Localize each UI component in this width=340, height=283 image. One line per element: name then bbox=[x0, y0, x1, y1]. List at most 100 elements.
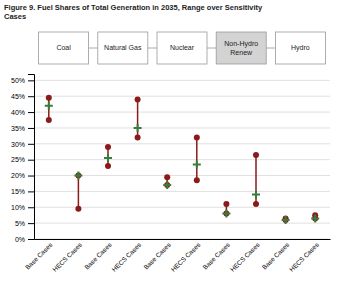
range-low-dot bbox=[46, 117, 52, 123]
y-tick-mark bbox=[28, 144, 34, 145]
group-label-line: Non-Hydro bbox=[224, 40, 258, 48]
group-label: Non-HydroRenew bbox=[224, 40, 258, 55]
x-tick-label: Base Cases bbox=[83, 240, 113, 270]
range-low-dot bbox=[135, 134, 141, 140]
range-high-dot bbox=[105, 144, 111, 150]
x-tick: HECS Cases bbox=[51, 240, 84, 273]
range-low-dot bbox=[75, 206, 81, 212]
group-connector bbox=[148, 48, 157, 49]
y-tick-mark bbox=[28, 191, 34, 192]
y-tick-mark bbox=[28, 160, 34, 161]
group-connector bbox=[207, 48, 216, 49]
grid-line bbox=[34, 112, 330, 113]
x-tick-label: Base Cases bbox=[201, 240, 231, 270]
y-tick-label: 10% bbox=[11, 204, 25, 211]
grid-line bbox=[34, 127, 330, 128]
mid-marker bbox=[163, 181, 171, 189]
grid bbox=[34, 80, 330, 239]
range-line bbox=[196, 137, 198, 180]
group-label-line: Renew bbox=[230, 49, 253, 56]
range-low-dot bbox=[223, 211, 229, 217]
y-tick-label: 25% bbox=[11, 156, 25, 163]
group-connector bbox=[266, 48, 275, 49]
x-tick: Base Cases bbox=[83, 240, 113, 270]
y-tick-label: 30% bbox=[11, 141, 25, 148]
x-tick-label: HECS Cases bbox=[288, 240, 321, 273]
group-box bbox=[157, 32, 207, 64]
group-label-line: Nuclear bbox=[170, 44, 195, 51]
x-tick: HECS Cases bbox=[169, 240, 202, 273]
x-tick-label: Base Cases bbox=[142, 240, 172, 270]
y-tick: 45% bbox=[11, 93, 34, 100]
mid-marker bbox=[252, 191, 260, 199]
x-tick: HECS Cases bbox=[288, 240, 321, 273]
x-tick-label: HECS Cases bbox=[110, 240, 143, 273]
y-tick: 25% bbox=[11, 156, 34, 163]
group-box bbox=[39, 32, 89, 64]
group-box bbox=[275, 32, 325, 64]
mid-marker bbox=[104, 154, 112, 162]
range-high-dot bbox=[135, 96, 141, 102]
y-tick-mark bbox=[28, 239, 34, 240]
mid-marker bbox=[311, 214, 319, 222]
group-boxes: Coal Natural Gas Nuclear Non-HydroRenew Hydr… bbox=[39, 32, 326, 64]
mid-marker bbox=[282, 216, 290, 224]
y-tick-label: 35% bbox=[11, 125, 25, 132]
range-high-dot bbox=[253, 152, 259, 158]
x-tick-label: HECS Cases bbox=[51, 240, 84, 273]
y-tick: 30% bbox=[11, 141, 34, 148]
series bbox=[45, 102, 319, 224]
x-tick: Base Cases bbox=[261, 240, 291, 270]
y-tick-mark bbox=[28, 96, 34, 97]
title-line: Cases bbox=[4, 12, 26, 21]
y-tick-mark bbox=[28, 176, 34, 177]
group-label: Coal bbox=[56, 44, 71, 51]
range-low-dot bbox=[194, 177, 200, 183]
group-box bbox=[98, 32, 148, 64]
x-tick: HECS Cases bbox=[110, 240, 143, 273]
title-line: Figure 9. Fuel Shares of Total Generatio… bbox=[4, 3, 263, 12]
y-tick: 40% bbox=[11, 109, 34, 116]
grid-line bbox=[34, 80, 330, 81]
x-tick-label: HECS Cases bbox=[169, 240, 202, 273]
y-tick-mark bbox=[28, 207, 34, 208]
range-low-dot bbox=[164, 182, 170, 188]
grid-line bbox=[34, 143, 330, 144]
x-tick: Base Cases bbox=[201, 240, 231, 270]
range-high-dot bbox=[164, 174, 170, 180]
y-tick-label: 50% bbox=[11, 77, 25, 84]
x-tick: Base Cases bbox=[24, 240, 54, 270]
y-tick: 50% bbox=[11, 77, 34, 84]
y-tick-label: 15% bbox=[11, 188, 25, 195]
group-label-line: Hydro bbox=[291, 44, 310, 52]
range-low-dot bbox=[253, 201, 259, 207]
x-tick: HECS Cases bbox=[229, 240, 262, 273]
y-axis-line bbox=[28, 75, 35, 240]
y-tick-label: 45% bbox=[11, 93, 25, 100]
y-tick-mark bbox=[28, 80, 34, 81]
y-tick-mark bbox=[28, 128, 34, 129]
mid-marker bbox=[134, 124, 142, 132]
x-tick-label: HECS Cases bbox=[229, 240, 262, 273]
x-tick: Base Cases bbox=[142, 240, 172, 270]
y-tick: 10% bbox=[11, 204, 34, 211]
marks bbox=[45, 95, 319, 224]
mid-marker bbox=[222, 210, 230, 218]
y-tick: 5% bbox=[15, 220, 34, 227]
group-label: Nuclear bbox=[170, 44, 195, 51]
y-tick-label: 20% bbox=[11, 172, 25, 179]
group-label: Hydro bbox=[291, 44, 310, 52]
range-line bbox=[78, 176, 80, 209]
y-tick: 20% bbox=[11, 172, 34, 179]
mid-marker bbox=[193, 160, 201, 168]
mid-marker bbox=[74, 172, 82, 180]
range-high-dot bbox=[223, 201, 229, 207]
y-tick: 15% bbox=[11, 188, 34, 195]
range-high-dot bbox=[75, 173, 81, 179]
group-label: Natural Gas bbox=[104, 44, 142, 51]
y-tick-mark bbox=[28, 223, 34, 224]
range-high-dot bbox=[46, 95, 52, 101]
y-tick-label: 5% bbox=[15, 220, 25, 227]
y-tick: 35% bbox=[11, 125, 34, 132]
grid-line bbox=[34, 239, 330, 240]
